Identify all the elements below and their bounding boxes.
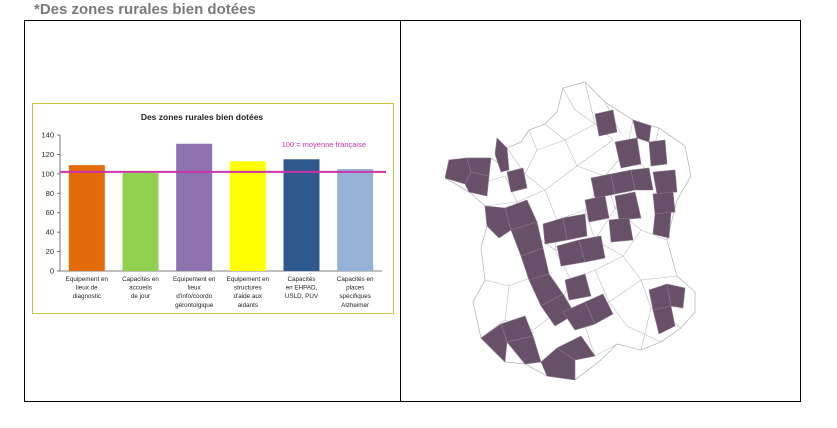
x-tick-label: places [346,285,364,292]
x-tick-label: lieux [188,285,202,292]
region-cher [562,213,588,241]
x-tick-label: spécifiques [339,293,371,300]
reference-label: 100 = moyenne française [282,140,366,149]
y-tick-label: 80 [46,189,54,198]
bar [283,159,320,271]
x-tick-label: diagnostic [73,293,101,300]
x-tick-label: lieux de [76,285,98,292]
region-var [652,305,676,335]
region-aude [556,335,596,361]
bar [337,169,374,271]
region-ariege [540,347,576,380]
page-title: *Des zones rurales bien dotées [34,1,256,18]
france-map [445,81,696,380]
region-manche [494,137,510,173]
y-tick-label: 100 [41,169,54,178]
x-tick-label: structures [234,285,262,292]
x-tick-label: de jour [131,293,150,300]
x-tick-label: Equipement en [173,276,216,283]
y-tick-label: 120 [41,150,54,159]
region-mayenne [506,167,528,193]
x-tick-label: Capacités en [122,276,159,283]
region-vosges [652,169,678,195]
bar [176,143,213,271]
x-tick-label: d'info/coordo [176,293,212,300]
region-cantal [564,273,592,301]
region-saone-loire [608,217,634,243]
region-hautes-alpes [666,283,686,309]
x-tick-label: en EHPAD, [286,285,318,292]
region-marne [614,137,642,169]
region-aube [610,169,636,195]
bar [229,161,266,271]
region-nievre [584,195,610,223]
y-tick-label: 140 [41,131,54,140]
x-tick-label: accueils [129,285,152,292]
y-axis: 0 20 40 60 80 100 120 140 [41,131,382,276]
region-lozere [584,293,614,325]
layout-table [24,20,801,402]
region-morbihan [464,171,490,197]
y-tick-label: 60 [46,208,54,217]
bar [68,165,105,271]
x-tick-label: d'aide aux [234,293,263,300]
region-haute-marne [630,167,654,191]
x-tick-label: Equipement en [227,276,270,283]
region-allier [578,235,606,263]
bar [122,172,159,271]
x-tick-label: Equipement en [66,276,109,283]
x-tick-label: Alzheimer [341,302,369,309]
x-tick-label: Capacités [287,276,315,283]
x-tick-label: aidants [238,302,258,309]
y-tick-label: 40 [46,228,54,237]
region-haute-saone [652,191,676,215]
x-tick-label: Capacités en [337,276,374,283]
region-meuse [648,139,668,167]
x-tick-label: USLD, PUV [285,293,319,300]
reference: 100 = moyenne française [60,140,386,173]
region-yonne [590,173,616,199]
highlighted-departments [445,109,686,380]
region-jura [652,211,672,239]
bars [68,143,374,271]
y-tick-label: 0 [50,267,54,276]
x-tick-label: gérontolgique [175,302,214,309]
bar-chart: Des zones rurales bien dotées 0 20 40 60 80 1… [32,103,394,314]
region-cote-or [614,191,642,221]
region-aisne [594,109,618,137]
y-tick-label: 20 [46,247,54,256]
chart-title: Des zones rurales bien dotées [141,112,264,122]
